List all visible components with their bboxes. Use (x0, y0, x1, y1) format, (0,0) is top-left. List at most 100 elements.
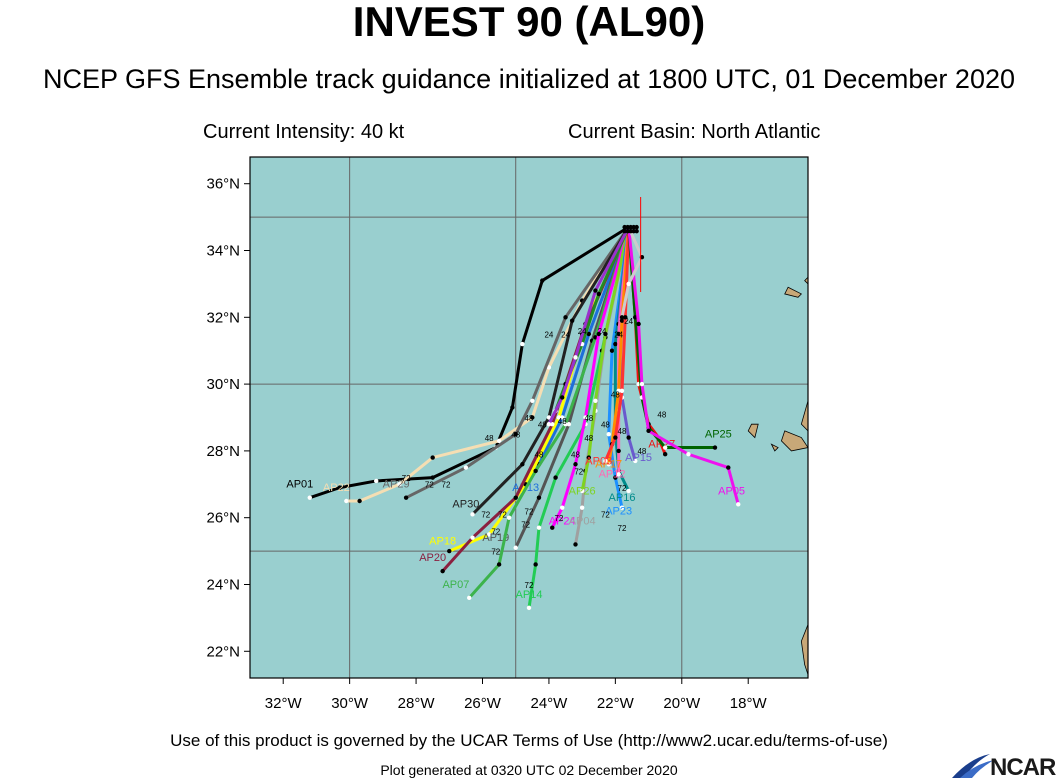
forecast-hour-label: 24 (544, 330, 553, 339)
lon-tick-label: 20°W (663, 695, 701, 712)
track-point-ap26 (586, 455, 591, 460)
track-label-ap26: AP26 (569, 485, 596, 497)
land-shape (780, 430, 809, 452)
track-point-ap14 (526, 605, 532, 611)
track-point-ap23 (613, 475, 618, 480)
track-point-ap18 (486, 532, 492, 537)
track-point-ap05 (726, 465, 731, 470)
track-point-ap19 (513, 545, 518, 550)
track-point-ap23 (609, 348, 615, 353)
track-point-ap07 (563, 421, 568, 427)
track-point-ap13 (586, 331, 591, 337)
track-label-ap23: AP23 (605, 505, 632, 517)
track-point-ap24 (550, 525, 555, 530)
terms-of-use: Use of this product is governed by the U… (170, 731, 888, 750)
lat-tick-label: 36°N (206, 176, 240, 193)
forecast-hour-label: 72 (601, 511, 610, 520)
track-point-ap14 (553, 475, 558, 480)
track-label-ap05: AP05 (718, 485, 745, 497)
track-point-ap12 (616, 448, 621, 454)
forecast-hour-label: 72 (481, 511, 490, 520)
track-point-ap17 (606, 462, 611, 467)
track-point-ap02 (546, 421, 552, 427)
track-point-ap29 (463, 465, 469, 470)
track-point-ap07 (533, 468, 538, 474)
ncar-logo-text: NCAR (990, 754, 1056, 781)
forecast-hour-label: 72 (498, 511, 507, 520)
lat-tick-label: 24°N (206, 576, 240, 593)
track-point-ap24 (596, 331, 601, 337)
lon-tick-label: 24°W (531, 695, 569, 712)
forecast-hour-label: 48 (525, 414, 534, 423)
track-point-ap05 (646, 428, 651, 434)
track-label-ap30: AP30 (452, 499, 479, 511)
track-point-ap01 (520, 341, 525, 347)
track-ap29 (405, 226, 630, 499)
forecast-hour-label: 48 (637, 447, 646, 456)
forecast-hour-label: 72 (402, 474, 411, 483)
lon-tick-label: 32°W (265, 695, 303, 712)
track-ap10 (620, 226, 644, 318)
track-label-ap12: AP12 (599, 469, 626, 481)
forecast-hour-label: 48 (558, 417, 567, 426)
track-point-ap17 (616, 388, 621, 393)
forecast-hour-label: 48 (584, 414, 593, 423)
track-point-ap05 (686, 452, 691, 457)
lat-tick-label: 26°N (206, 510, 240, 527)
lon-tick-label: 18°W (730, 695, 768, 712)
track-label-ap29: AP29 (383, 479, 410, 491)
forecast-hour-label: 72 (618, 524, 627, 533)
forecast-hour-label: 72 (525, 581, 534, 590)
track-point-ap10 (626, 281, 631, 287)
forecast-hour-label: 48 (657, 411, 666, 420)
lat-tick-label: 34°N (206, 243, 240, 260)
track-point-ap20 (513, 495, 518, 500)
track-point-ap03 (613, 435, 618, 440)
forecast-hour-label: 24 (578, 327, 587, 336)
forecast-hour-label: 24 (561, 330, 570, 339)
track-point-ap14 (533, 562, 538, 567)
forecast-hour-label: 48 (535, 451, 544, 460)
track-point-ap13 (560, 415, 565, 420)
track-point-ap15 (633, 458, 638, 464)
track-point-ap05 (639, 381, 645, 387)
track-point-ap03 (623, 315, 628, 320)
track-point-ap01 (430, 475, 435, 480)
track-point-ap02 (573, 355, 578, 360)
ocean-area (250, 157, 808, 678)
map-frame (249, 156, 809, 679)
track-point-ap29 (403, 495, 409, 500)
track-label-ap04: AP04 (569, 515, 596, 527)
forecast-hour-label: 72 (574, 467, 583, 476)
track-point-ap24 (573, 462, 578, 467)
track-point-ap05 (736, 502, 741, 507)
land-shape (784, 286, 803, 298)
forecast-hour-label: 72 (618, 484, 627, 493)
track-label-ap17: AP17 (595, 459, 622, 471)
track-point-ap18 (447, 548, 452, 554)
track-point-ap23 (606, 431, 611, 437)
track-point-ap26 (579, 488, 585, 494)
lat-tick-label: 32°N (206, 309, 240, 326)
forecast-hour-label: 24 (614, 330, 623, 339)
track-label-ap01: AP01 (286, 479, 313, 491)
track-point-ap04 (579, 505, 585, 510)
forecast-hour-label: 48 (601, 421, 610, 430)
track-point-ap23 (619, 505, 625, 510)
track-point-ap03 (619, 388, 625, 393)
track-point-ap30 (520, 462, 525, 467)
start-point (634, 228, 639, 234)
lat-tick-label: 28°N (206, 443, 240, 460)
track-point-ap22 (357, 498, 362, 504)
track-point-ap03 (603, 458, 608, 464)
track-point-ap02 (560, 395, 565, 400)
track-point-ap22 (344, 498, 349, 504)
track-point-ap01 (307, 495, 312, 500)
forecast-hour-label: 24 (598, 327, 607, 336)
lon-tick-label: 28°W (398, 695, 436, 712)
track-point-ap19 (536, 495, 542, 500)
track-point-ap14 (536, 525, 542, 530)
page-title: INVEST 90 (AL90) (352, 0, 706, 45)
track-point-ap20 (440, 568, 445, 574)
track-point-ap29 (563, 315, 568, 320)
